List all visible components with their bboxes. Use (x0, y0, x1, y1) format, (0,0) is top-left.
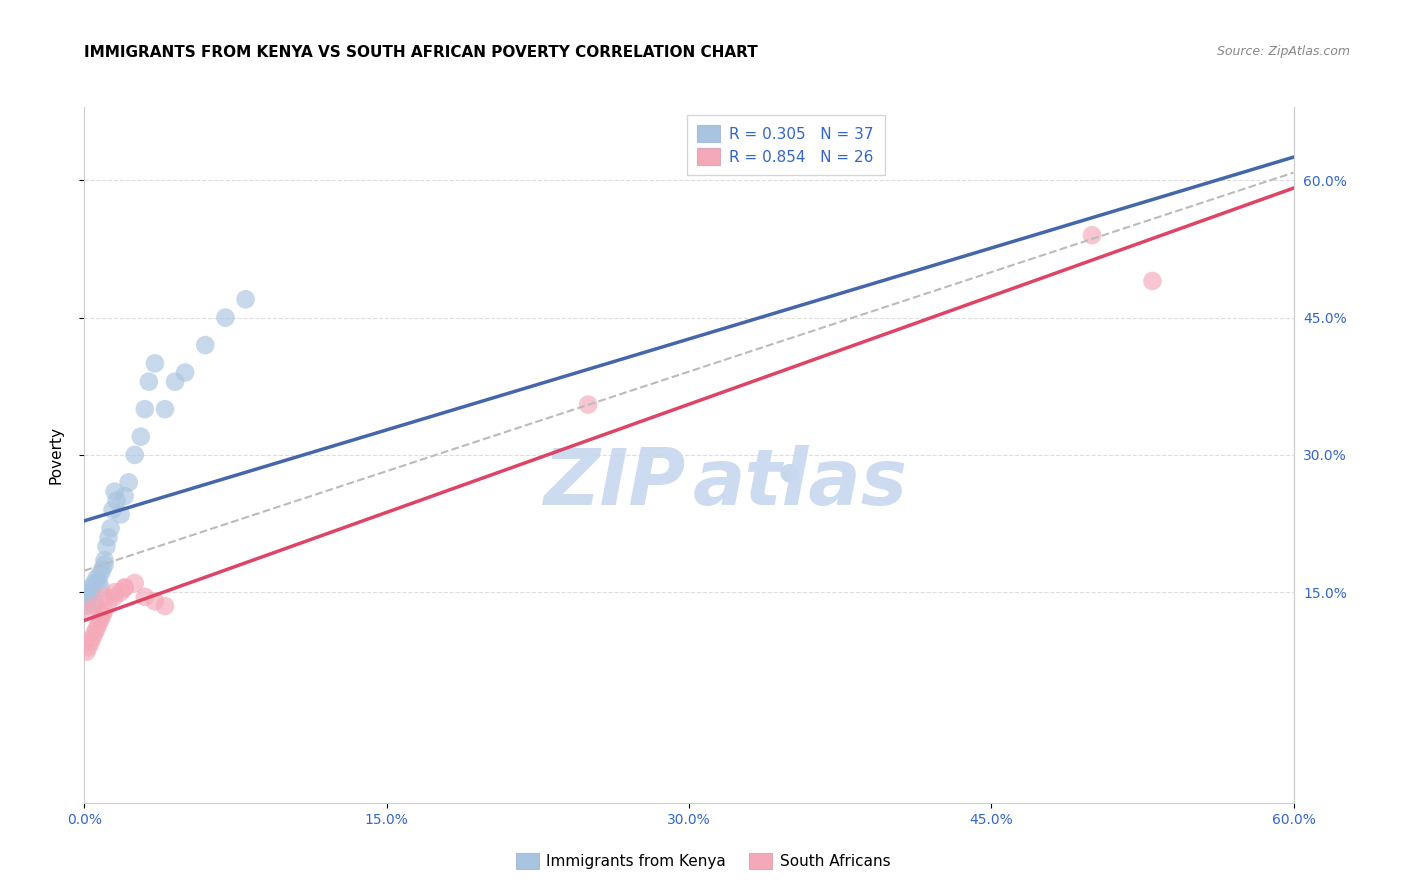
Text: IMMIGRANTS FROM KENYA VS SOUTH AFRICAN POVERTY CORRELATION CHART: IMMIGRANTS FROM KENYA VS SOUTH AFRICAN P… (84, 45, 758, 60)
Point (114, 581, 136, 595)
Legend: R = 0.305   N = 37, R = 0.854   N = 26: R = 0.305 N = 37, R = 0.854 N = 26 (686, 115, 884, 176)
Text: atlas: atlas (693, 445, 907, 521)
Point (93, 558, 115, 572)
Text: ZIP: ZIP (543, 445, 685, 521)
Point (91, 608, 114, 623)
Point (79, 635, 101, 649)
Point (75, 599, 97, 613)
Point (165, 375, 187, 389)
Point (138, 375, 160, 389)
Point (235, 293, 257, 307)
Point (118, 475, 141, 490)
Point (174, 366, 197, 380)
Point (97, 594, 120, 608)
Point (83, 596, 105, 610)
Point (83, 599, 105, 613)
Point (134, 402, 156, 417)
Point (87, 574, 110, 589)
Point (75, 645, 97, 659)
Point (779, 467, 801, 481)
Point (77, 590, 100, 604)
Point (1081, 228, 1104, 243)
Point (124, 576, 146, 591)
Point (143, 594, 166, 608)
Point (93, 590, 115, 604)
Point (129, 429, 152, 443)
Point (77, 640, 100, 655)
Point (79, 603, 101, 617)
Point (93, 603, 115, 617)
Point (114, 581, 136, 595)
Point (1142, 274, 1164, 288)
Point (77, 585, 100, 599)
Point (100, 521, 122, 535)
Point (104, 484, 127, 499)
Point (86, 622, 108, 636)
Point (87, 617, 110, 632)
Point (101, 503, 124, 517)
Point (86, 572, 108, 586)
Point (89, 566, 111, 581)
Point (194, 338, 217, 352)
Point (153, 402, 176, 417)
Point (89, 613, 111, 627)
Point (110, 585, 132, 599)
Text: Source: ZipAtlas.com: Source: ZipAtlas.com (1216, 45, 1350, 58)
Point (124, 448, 146, 462)
Point (104, 585, 127, 599)
Point (89, 581, 111, 595)
Point (97, 530, 120, 544)
Point (79, 581, 101, 595)
Point (96, 540, 118, 554)
Point (82, 631, 104, 645)
Point (93, 553, 115, 567)
Point (134, 590, 156, 604)
Point (214, 310, 236, 325)
Legend: Immigrants from Kenya, South Africans: Immigrants from Kenya, South Africans (510, 847, 896, 875)
Point (83, 626, 105, 640)
Point (576, 398, 599, 412)
Point (105, 493, 128, 508)
Point (110, 508, 132, 522)
Y-axis label: Poverty: Poverty (49, 425, 63, 484)
Point (91, 562, 114, 576)
Point (143, 356, 166, 370)
Point (114, 489, 136, 503)
Point (82, 583, 104, 598)
Point (75, 594, 97, 608)
Point (153, 599, 176, 613)
Point (79, 587, 101, 601)
Point (104, 590, 127, 604)
Point (83, 576, 105, 591)
